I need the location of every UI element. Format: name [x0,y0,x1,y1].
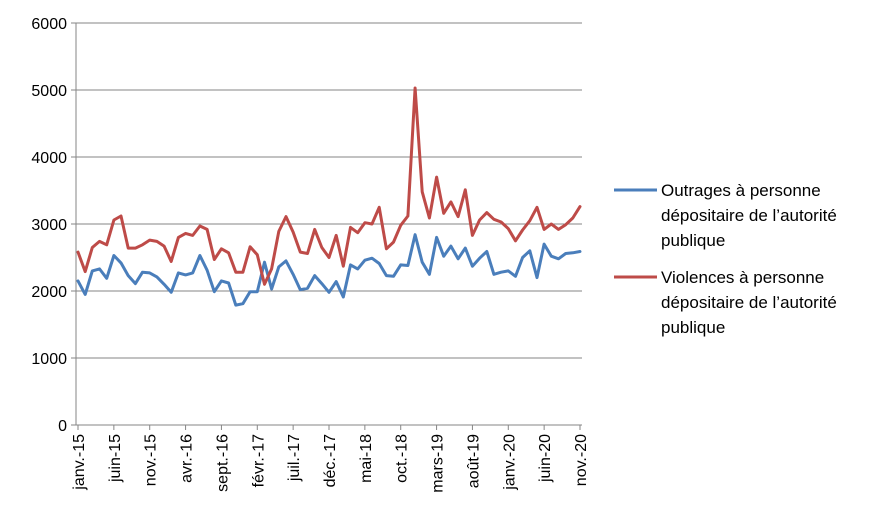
legend-label-line: publique [661,231,725,250]
x-tick-label: mai-18 [358,434,375,483]
series-line-1 [76,233,582,307]
x-tick-label: janv.-20 [501,434,518,491]
legend-label-line: dépositaire de l’autorité [661,293,837,312]
series-line-2 [76,86,582,286]
y-axis-tick-labels: 0 1000 2000 3000 4000 5000 6000 [31,16,67,435]
legend-label-line: dépositaire de l’autorité [661,206,837,225]
y-tick-label: 3000 [31,217,67,234]
y-tick-label: 6000 [31,16,67,33]
legend-label-1: Outrages à personne dépositaire de l’auto… [661,181,837,250]
x-tick-label: juil.-17 [286,434,303,482]
x-tick-label: oct.-18 [394,434,411,483]
x-tick-label: déc.-17 [322,434,339,487]
x-tick-label: nov.-20 [573,434,590,486]
y-tick-label: 0 [58,418,67,435]
x-tick-label: janv.-15 [71,434,88,491]
x-axis-tick-labels: janv.-15 juin-15 nov.-15 avr.-16 sept.-16 fév… [71,425,590,493]
x-tick-label: nov.-15 [143,434,160,486]
x-tick-label: juin-20 [537,434,554,483]
x-tick-label: févr.-17 [250,434,267,487]
series-lines [76,86,582,307]
y-tick-label: 1000 [31,351,67,368]
legend-label-line: publique [661,318,725,337]
y-tick-label: 2000 [31,284,67,301]
x-tick-label: juin-15 [107,434,124,483]
legend-label-line: Outrages à personne [661,181,821,200]
x-tick-label: avr.-16 [179,434,196,483]
gridlines [71,22,582,426]
legend-label-line: Violences à personne [661,268,824,287]
x-tick-label: août-19 [465,434,482,488]
x-tick-label: sept.-16 [214,434,231,492]
y-tick-label: 5000 [31,83,67,100]
x-tick-label: mars-19 [430,434,447,493]
legend: Outrages à personne dépositaire de l’auto… [614,181,837,337]
y-tick-label: 4000 [31,150,67,167]
legend-label-2: Violences à personne dépositaire de l’aut… [661,268,837,337]
